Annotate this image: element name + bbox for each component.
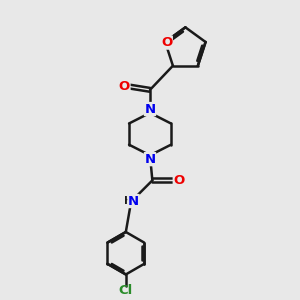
Text: O: O [173,174,184,187]
Text: Cl: Cl [119,284,133,298]
Text: O: O [161,36,172,49]
Text: N: N [144,153,156,166]
Text: H: H [124,196,133,206]
Text: O: O [119,80,130,93]
Text: N: N [144,103,156,116]
Text: N: N [128,194,139,208]
